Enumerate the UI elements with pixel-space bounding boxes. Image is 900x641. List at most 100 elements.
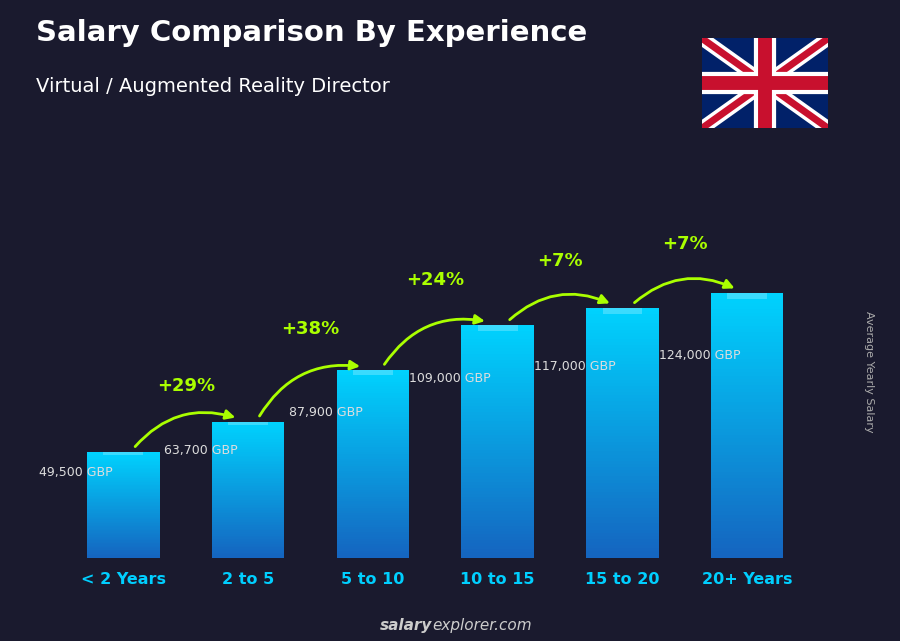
Bar xyxy=(337,492,410,494)
Bar xyxy=(212,435,284,437)
Bar xyxy=(462,363,534,365)
Bar xyxy=(711,392,783,395)
Bar xyxy=(586,373,659,376)
Bar xyxy=(586,533,659,536)
Bar xyxy=(462,401,534,403)
Bar xyxy=(711,422,783,425)
Bar xyxy=(337,553,410,555)
Bar xyxy=(711,349,783,353)
Bar xyxy=(586,392,659,395)
Bar xyxy=(462,482,534,485)
Bar xyxy=(462,395,534,397)
Bar xyxy=(711,521,783,524)
Bar xyxy=(586,408,659,411)
Bar xyxy=(586,495,659,498)
Bar xyxy=(337,419,410,422)
Bar xyxy=(212,554,284,556)
Bar xyxy=(586,551,659,554)
Bar xyxy=(337,398,410,401)
Text: Average Yearly Salary: Average Yearly Salary xyxy=(863,311,874,433)
Bar xyxy=(586,370,659,373)
Bar xyxy=(212,437,284,438)
Bar xyxy=(212,551,284,553)
Bar xyxy=(337,445,410,447)
Bar xyxy=(586,442,659,445)
Bar xyxy=(337,539,410,541)
Bar xyxy=(462,508,534,511)
Bar xyxy=(586,508,659,511)
Bar xyxy=(337,527,410,529)
Bar xyxy=(87,453,159,454)
Bar xyxy=(212,476,284,478)
Bar xyxy=(212,479,284,481)
Bar xyxy=(212,522,284,524)
Bar xyxy=(462,465,534,467)
Bar xyxy=(462,339,534,342)
Bar xyxy=(462,325,534,328)
Bar xyxy=(586,545,659,548)
Bar xyxy=(586,433,659,436)
Bar xyxy=(337,387,410,388)
Bar xyxy=(212,487,284,488)
Bar xyxy=(462,360,534,363)
Bar xyxy=(212,527,284,529)
Bar xyxy=(586,451,659,454)
Bar xyxy=(212,498,284,500)
Bar xyxy=(462,406,534,409)
Bar xyxy=(337,454,410,457)
Bar xyxy=(586,329,659,333)
Bar xyxy=(212,539,284,540)
Bar xyxy=(462,374,534,377)
Bar xyxy=(711,495,783,498)
Bar xyxy=(586,367,659,370)
Bar xyxy=(212,447,284,449)
Bar xyxy=(212,544,284,545)
Bar xyxy=(87,477,159,478)
Bar xyxy=(337,462,410,464)
Bar xyxy=(337,374,410,377)
Bar xyxy=(337,438,410,440)
Bar xyxy=(462,447,534,450)
Bar xyxy=(586,498,659,501)
Bar xyxy=(586,364,659,367)
Bar xyxy=(337,490,410,492)
Bar xyxy=(87,506,159,508)
Bar xyxy=(462,383,534,386)
Bar xyxy=(87,467,159,468)
Bar xyxy=(337,431,410,433)
Bar xyxy=(462,418,534,421)
Bar xyxy=(586,479,659,483)
Bar xyxy=(462,549,534,552)
Bar xyxy=(87,540,159,542)
Bar xyxy=(353,370,392,374)
Bar xyxy=(337,470,410,473)
Bar xyxy=(462,503,534,505)
Bar xyxy=(586,423,659,426)
Bar xyxy=(87,510,159,512)
Bar xyxy=(711,388,783,392)
Bar xyxy=(337,408,410,410)
Text: salary: salary xyxy=(380,619,432,633)
Bar xyxy=(586,504,659,508)
Bar xyxy=(212,467,284,469)
Bar xyxy=(462,462,534,465)
Bar xyxy=(212,461,284,462)
Bar xyxy=(462,354,534,357)
Bar xyxy=(462,333,534,337)
Bar xyxy=(462,514,534,517)
Bar xyxy=(337,499,410,501)
Bar xyxy=(462,526,534,529)
Bar xyxy=(586,351,659,354)
Bar xyxy=(711,342,783,345)
Bar xyxy=(337,525,410,527)
Bar xyxy=(337,548,410,551)
Bar xyxy=(212,440,284,442)
Bar xyxy=(462,450,534,453)
Bar xyxy=(337,555,410,558)
Bar xyxy=(87,454,159,456)
Bar xyxy=(212,456,284,457)
Bar xyxy=(711,415,783,419)
Bar xyxy=(212,495,284,496)
Bar xyxy=(337,447,410,450)
Bar xyxy=(87,502,159,503)
